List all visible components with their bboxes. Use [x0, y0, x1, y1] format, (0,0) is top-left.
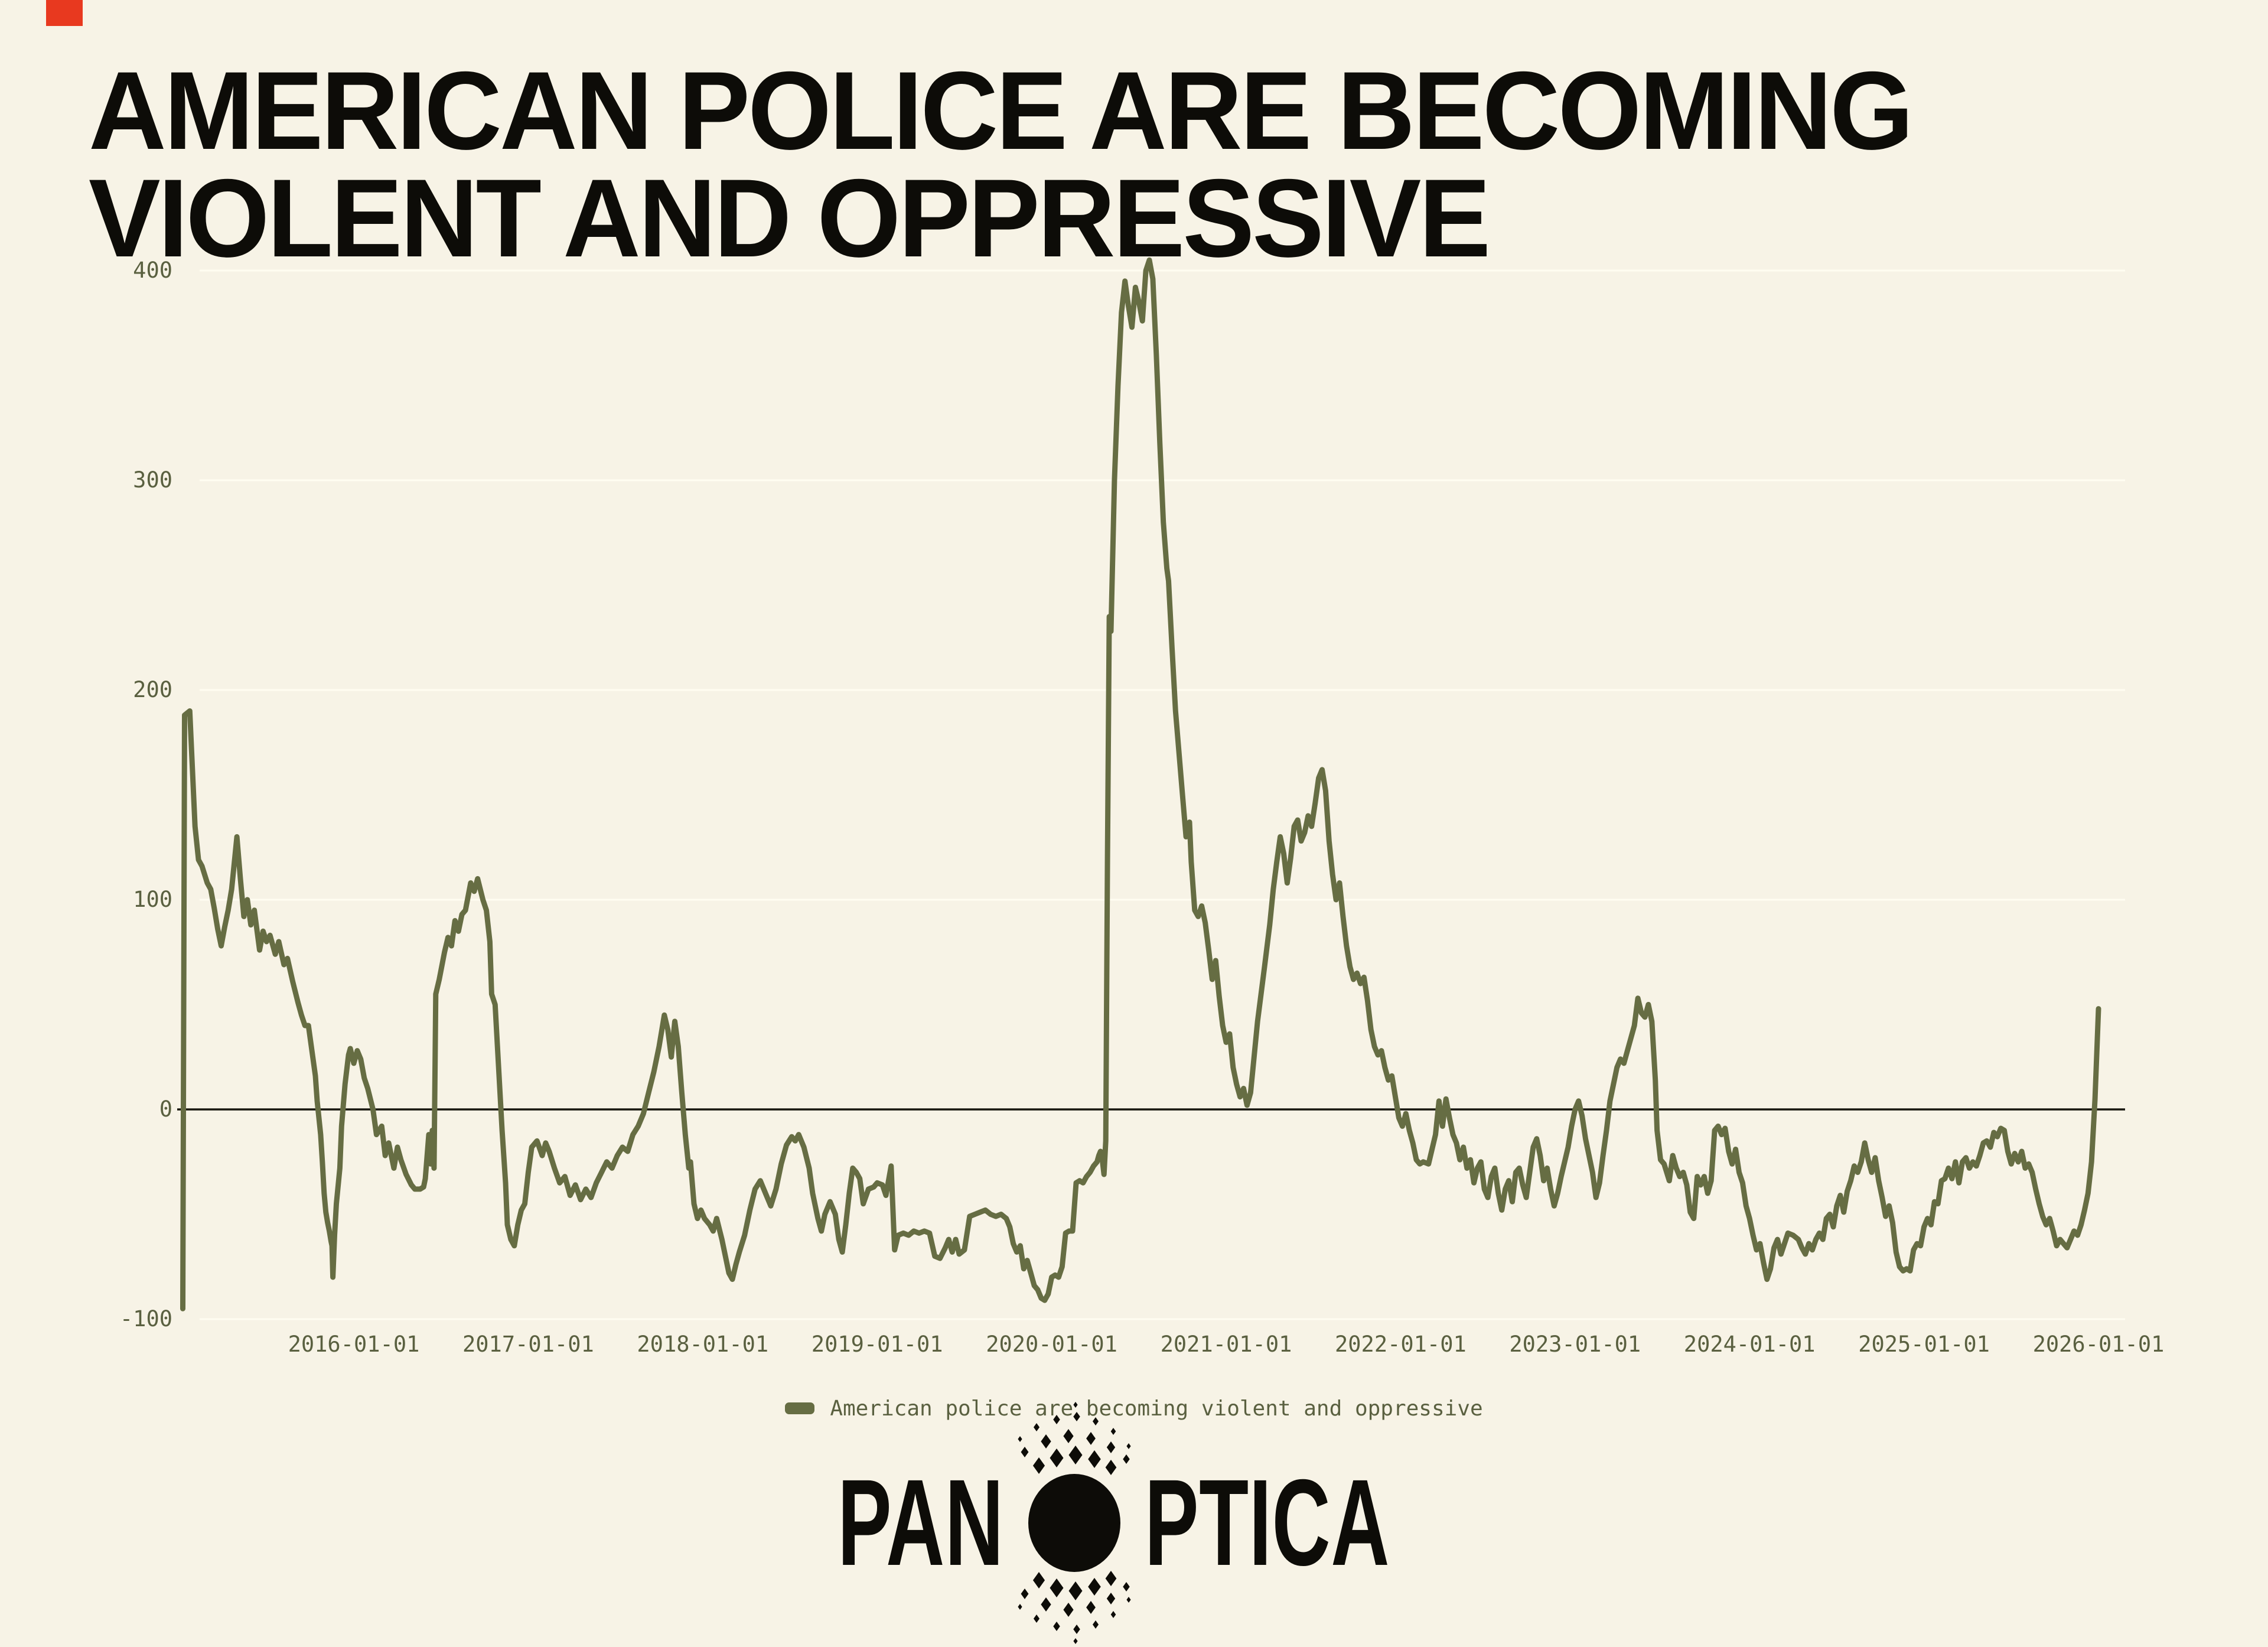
eye-pupil: [1028, 1474, 1120, 1572]
burst-diamond: [1021, 1447, 1029, 1457]
red-corner-mark: [46, 0, 83, 26]
burst-diamond: [1033, 1615, 1040, 1623]
page-title: AMERICAN POLICE ARE BECOMING VIOLENT AND …: [89, 55, 1914, 274]
x-tick-label: 2026-01-01: [2032, 1332, 2165, 1357]
legend-swatch-icon: [785, 1402, 815, 1414]
x-tick-label: 2025-01-01: [1858, 1332, 1990, 1357]
x-tick-label: 2019-01-01: [811, 1332, 943, 1357]
burst-diamond: [1092, 1620, 1099, 1629]
x-tick-label: 2017-01-01: [462, 1332, 594, 1357]
burst-diamond: [1086, 1601, 1096, 1614]
burst-diamond: [1086, 1432, 1096, 1445]
eye-burst-icon: [1018, 1402, 1131, 1644]
plot-canvas: [177, 257, 2125, 1320]
burst-diamond: [1073, 1638, 1078, 1644]
burst-diamond: [1110, 1428, 1116, 1435]
burst-diamond: [1126, 1597, 1131, 1603]
y-tick-label: 300: [133, 467, 172, 493]
y-tick-label: 400: [133, 258, 172, 283]
burst-diamond: [1063, 1603, 1074, 1617]
title-line-2: VIOLENT AND OPPRESSIVE: [89, 156, 1491, 281]
burst-diamond: [1021, 1589, 1029, 1599]
logo-text-pan: PAN: [838, 1454, 1004, 1591]
burst-diamond: [1053, 1415, 1060, 1424]
burst-diamond: [1032, 1572, 1045, 1589]
x-tick-label: 2021-01-01: [1160, 1332, 1292, 1357]
burst-diamond: [1088, 1450, 1101, 1468]
burst-diamond: [1123, 1454, 1130, 1464]
burst-diamond: [1041, 1434, 1051, 1449]
x-tick-label: 2023-01-01: [1509, 1332, 1641, 1357]
gridlines: [200, 269, 2125, 1320]
x-tick-label: 2016-01-01: [288, 1332, 420, 1357]
x-tick-label: 2018-01-01: [637, 1332, 769, 1357]
burst-diamond: [1092, 1417, 1099, 1425]
panoptica-logo: PAN PTICA: [0, 1402, 2268, 1644]
burst-diamond: [1032, 1457, 1045, 1474]
burst-diamond: [1068, 1446, 1083, 1464]
burst-diamond: [1018, 1436, 1022, 1442]
y-tick-label: 200: [133, 677, 172, 702]
burst-diamond: [1050, 1449, 1064, 1467]
burst-diamond: [1106, 1593, 1116, 1604]
burst-diamond: [1073, 1412, 1080, 1421]
x-tick-label: 2022-01-01: [1335, 1332, 1467, 1357]
y-tick-label: 100: [133, 887, 172, 912]
logo-text-ptica: PTICA: [1144, 1454, 1390, 1591]
legend-label: American police are becoming violent and…: [830, 1396, 1483, 1421]
burst-diamond: [1063, 1429, 1074, 1443]
burst-diamond: [1105, 1571, 1117, 1586]
burst-diamond: [1105, 1460, 1117, 1475]
series-line-american-police: [180, 257, 2101, 1311]
y-tick-label: 0: [159, 1096, 172, 1122]
burst-diamond: [1110, 1611, 1116, 1618]
burst-diamond: [1073, 1402, 1078, 1408]
burst-diamond: [1018, 1604, 1022, 1610]
y-tick-label: -100: [119, 1306, 172, 1332]
burst-diamond: [1106, 1441, 1116, 1453]
burst-diamond: [1068, 1581, 1083, 1600]
burst-diamond: [1073, 1625, 1080, 1634]
burst-diamond: [1033, 1423, 1040, 1431]
title-line-1: AMERICAN POLICE ARE BECOMING: [89, 48, 1914, 172]
x-tick-label: 2020-01-01: [986, 1332, 1117, 1357]
line-chart: 400 300 200 100 0 -100 2016-01-01 2017-01-01 20…: [119, 257, 2165, 1357]
burst-diamond: [1041, 1597, 1051, 1612]
burst-diamond: [1050, 1578, 1064, 1597]
x-tick-label: 2024-01-01: [1683, 1332, 1816, 1357]
burst-diamond: [1123, 1582, 1130, 1591]
burst-diamond: [1126, 1443, 1131, 1449]
legend: American police are becoming violent and…: [0, 1389, 2268, 1427]
burst-diamond: [1088, 1578, 1101, 1596]
burst-diamond: [1053, 1622, 1060, 1631]
